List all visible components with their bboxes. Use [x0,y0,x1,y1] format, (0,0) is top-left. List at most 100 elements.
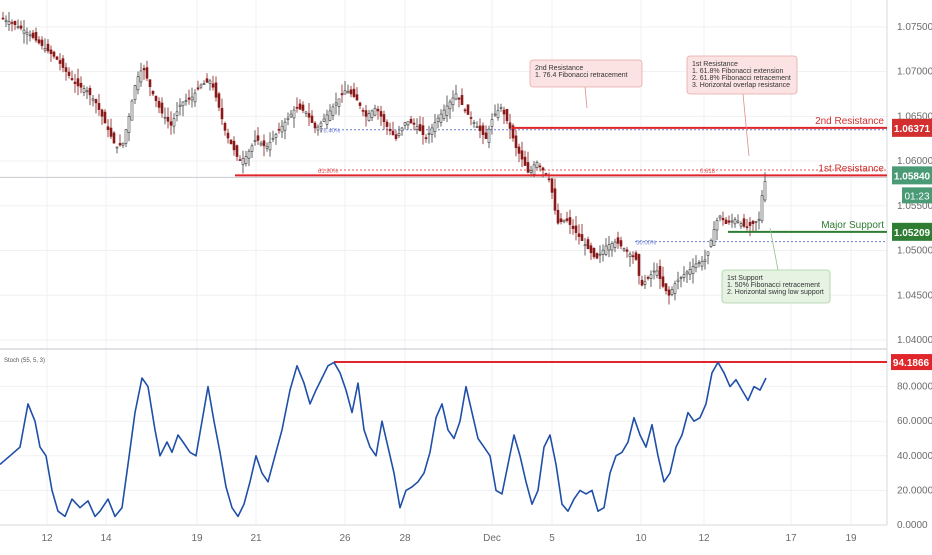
candle-body [172,118,176,127]
candle-body [577,233,581,237]
candle-body [19,25,23,29]
candle-body [298,103,302,110]
stoch-title: Stoch (55, 5, 3) [4,358,45,364]
candle-body [259,142,263,146]
candle-body [580,234,584,241]
candle-body [721,217,725,221]
candle-body [433,122,437,132]
annS-text: 1. 50% Fibonacci retracement [727,282,820,289]
time-tick-label: 12 [41,533,53,544]
price-tick-label: 1.06500 [897,111,932,122]
candle-body [274,133,278,138]
candle-body [295,107,299,109]
candle-body [343,90,347,95]
candle-body [682,274,686,278]
candle-body [79,82,83,88]
candle-body [34,32,38,41]
candle-body [439,113,443,123]
candle-body [136,76,140,91]
candle-body [427,133,431,135]
stoch-tick-label: 60.0000 [897,416,932,427]
candle-body [484,132,488,139]
resistance-2-label: 2nd Resistance [815,116,884,127]
candle-body [256,135,260,141]
candle-body [634,252,638,260]
candle-body [754,221,758,223]
candle-body [409,118,413,124]
candle-body [604,245,608,255]
candle-body [55,56,59,60]
stoch-tick-label: 0.0000 [897,520,928,531]
candle-body [466,104,470,115]
candle-body [202,83,206,86]
candle-body [337,98,341,107]
candle-body [421,125,425,135]
candle-body [229,139,233,145]
candle-body [757,218,761,221]
candle-body [235,145,239,157]
candle-body [178,104,182,107]
candle-body [397,133,401,136]
candle-body [130,100,134,121]
candle-body [73,81,77,84]
candle-body [250,145,254,152]
candle-body [226,132,230,139]
candle-body [238,159,242,161]
candle-body [208,80,212,84]
candle-body [217,93,221,108]
price-tick-label: 1.04000 [897,335,932,346]
candle-body [739,223,743,227]
candle-body [538,165,542,168]
candle-body [382,114,386,122]
candle-body [64,67,68,72]
candle-body [154,95,158,101]
candle-body [352,88,356,97]
candle-body [535,162,539,168]
candle-body [109,127,113,137]
candle-body [4,19,8,22]
stoch-line [0,361,767,518]
time-tick-label: Dec [483,533,501,544]
candle-body [100,109,104,117]
annS-text: 1st Support [727,275,763,282]
candle-body [268,141,272,151]
candle-body [469,117,473,119]
candle-body [367,113,371,122]
candle-body [46,43,50,52]
candle-body [442,109,446,119]
candle-body [424,137,428,139]
price-tag-text: 1.06371 [894,124,931,135]
candle-body [562,219,566,223]
stoch-tick-label: 20.0000 [897,485,932,496]
candle-body [283,121,287,131]
candle-body [760,195,764,222]
candle-body [541,167,545,171]
candle-body [361,110,365,112]
candle-body [727,220,731,223]
countdown-text: 01:23 [904,191,929,202]
candle-body [376,108,380,112]
price-tick-label: 1.04500 [897,290,932,301]
candle-body [334,102,338,106]
candle-body [724,219,728,224]
candle-body [667,289,671,296]
candle-body [313,122,317,129]
candle-body [532,164,536,175]
candle-body [175,111,179,116]
candle-body [475,126,479,128]
candle-body [247,150,251,159]
candle-body [445,105,449,116]
time-tick-label: 21 [250,533,262,544]
candle-body [520,150,524,160]
candle-body [751,220,755,224]
candle-body [91,98,95,101]
candle-body [508,122,512,129]
candle-body [196,87,200,90]
candle-body [481,125,485,135]
candle-body [97,103,101,110]
candle-body [277,128,281,131]
candle-body [166,116,170,122]
candle-body [40,39,44,46]
candle-body [625,249,629,252]
